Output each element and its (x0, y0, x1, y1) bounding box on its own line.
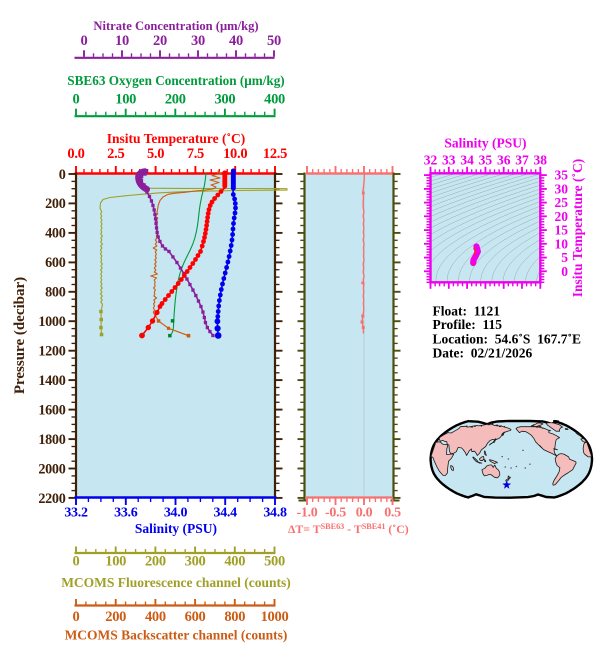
svg-text:2000: 2000 (38, 461, 65, 477)
svg-text:0.5: 0.5 (384, 506, 401, 521)
svg-text:25: 25 (555, 195, 569, 210)
svg-text:33.6: 33.6 (114, 506, 138, 521)
svg-text:MCOMS Fluorescence channel (co: MCOMS Fluorescence channel (counts) (61, 575, 291, 590)
svg-text:10.0: 10.0 (223, 146, 247, 162)
svg-text:1000: 1000 (38, 314, 65, 330)
svg-text:40: 40 (229, 33, 243, 49)
svg-text:35: 35 (479, 153, 493, 168)
svg-text:0: 0 (73, 92, 80, 108)
svg-text:10: 10 (555, 236, 569, 251)
svg-text:33.2: 33.2 (64, 506, 88, 521)
svg-text:200: 200 (105, 609, 126, 625)
svg-text:Insitu Temperature (˚C): Insitu Temperature (˚C) (107, 131, 246, 146)
svg-text:2.5: 2.5 (107, 146, 124, 162)
svg-text:100: 100 (115, 92, 136, 108)
svg-text:200: 200 (145, 554, 166, 570)
svg-text:15: 15 (555, 223, 569, 238)
svg-text:50: 50 (267, 33, 281, 49)
svg-text:Insitu Temperature (˚C): Insitu Temperature (˚C) (570, 159, 585, 298)
svg-text:33: 33 (442, 153, 456, 168)
svg-text:30: 30 (555, 181, 569, 196)
svg-text:35: 35 (555, 168, 569, 183)
svg-text:Salinity (PSU): Salinity (PSU) (444, 136, 526, 151)
svg-text:32: 32 (424, 153, 438, 168)
svg-text:300: 300 (214, 92, 235, 108)
svg-text:0: 0 (73, 609, 80, 625)
svg-text:500: 500 (264, 554, 285, 570)
svg-text:0: 0 (81, 33, 88, 49)
svg-text:Date: 02/21/2026: Date: 02/21/2026 (433, 346, 533, 361)
svg-text:200: 200 (45, 196, 66, 212)
svg-text:600: 600 (185, 609, 206, 625)
svg-text:5: 5 (561, 250, 568, 265)
svg-text:300: 300 (185, 554, 206, 570)
svg-text:Pressure (decibar): Pressure (decibar) (12, 277, 28, 394)
svg-text:37: 37 (515, 153, 529, 168)
svg-text:7.5: 7.5 (187, 146, 204, 162)
svg-text:Profile: 115: Profile: 115 (433, 317, 503, 332)
svg-text:-1.0: -1.0 (297, 506, 318, 521)
svg-text:Float: 1121: Float: 1121 (433, 304, 501, 319)
svg-text:0: 0 (73, 554, 80, 570)
svg-text:12.5: 12.5 (263, 146, 287, 162)
svg-text:600: 600 (45, 255, 66, 271)
svg-text:ΔT= TSBE63 - TSBE41 (˚C): ΔT= TSBE63 - TSBE41 (˚C) (288, 522, 409, 536)
svg-text:MCOMS Backscatter channel (cou: MCOMS Backscatter channel (counts) (65, 628, 288, 643)
svg-text:-0.5: -0.5 (325, 506, 346, 521)
svg-text:Salinity (PSU): Salinity (PSU) (135, 521, 217, 536)
svg-text:100: 100 (105, 554, 126, 570)
svg-text:34: 34 (460, 153, 474, 168)
svg-text:0: 0 (561, 264, 568, 279)
svg-text:Location: 54.6˚S 167.7˚E: Location: 54.6˚S 167.7˚E (433, 332, 582, 347)
svg-text:400: 400 (45, 226, 66, 242)
svg-text:0.0: 0.0 (356, 506, 373, 521)
svg-text:400: 400 (145, 609, 166, 625)
svg-text:20: 20 (555, 209, 569, 224)
svg-text:800: 800 (224, 609, 245, 625)
svg-text:400: 400 (224, 554, 245, 570)
svg-text:1200: 1200 (38, 344, 65, 360)
svg-text:1400: 1400 (38, 373, 65, 389)
svg-text:Nitrate Concentration (μm/kg): Nitrate Concentration (μm/kg) (93, 19, 258, 33)
svg-text:0.0: 0.0 (67, 146, 84, 162)
svg-text:38: 38 (534, 153, 548, 168)
svg-text:34.0: 34.0 (164, 506, 188, 521)
svg-text:2200: 2200 (38, 491, 65, 507)
svg-text:30: 30 (191, 33, 205, 49)
svg-text:1800: 1800 (38, 432, 65, 448)
svg-text:1600: 1600 (38, 402, 65, 418)
svg-text:0: 0 (59, 167, 66, 183)
svg-text:800: 800 (45, 285, 66, 301)
svg-text:36: 36 (497, 153, 511, 168)
svg-text:5.0: 5.0 (147, 146, 164, 162)
svg-text:200: 200 (165, 92, 186, 108)
svg-text:34.4: 34.4 (214, 506, 238, 521)
svg-text:20: 20 (153, 33, 167, 49)
svg-text:34.8: 34.8 (263, 506, 287, 521)
svg-text:400: 400 (264, 92, 285, 108)
svg-text:10: 10 (115, 33, 129, 49)
svg-text:1000: 1000 (261, 609, 289, 625)
svg-text:SBE63 Oxygen Concentration (μm: SBE63 Oxygen Concentration (μm/kg) (67, 73, 284, 88)
